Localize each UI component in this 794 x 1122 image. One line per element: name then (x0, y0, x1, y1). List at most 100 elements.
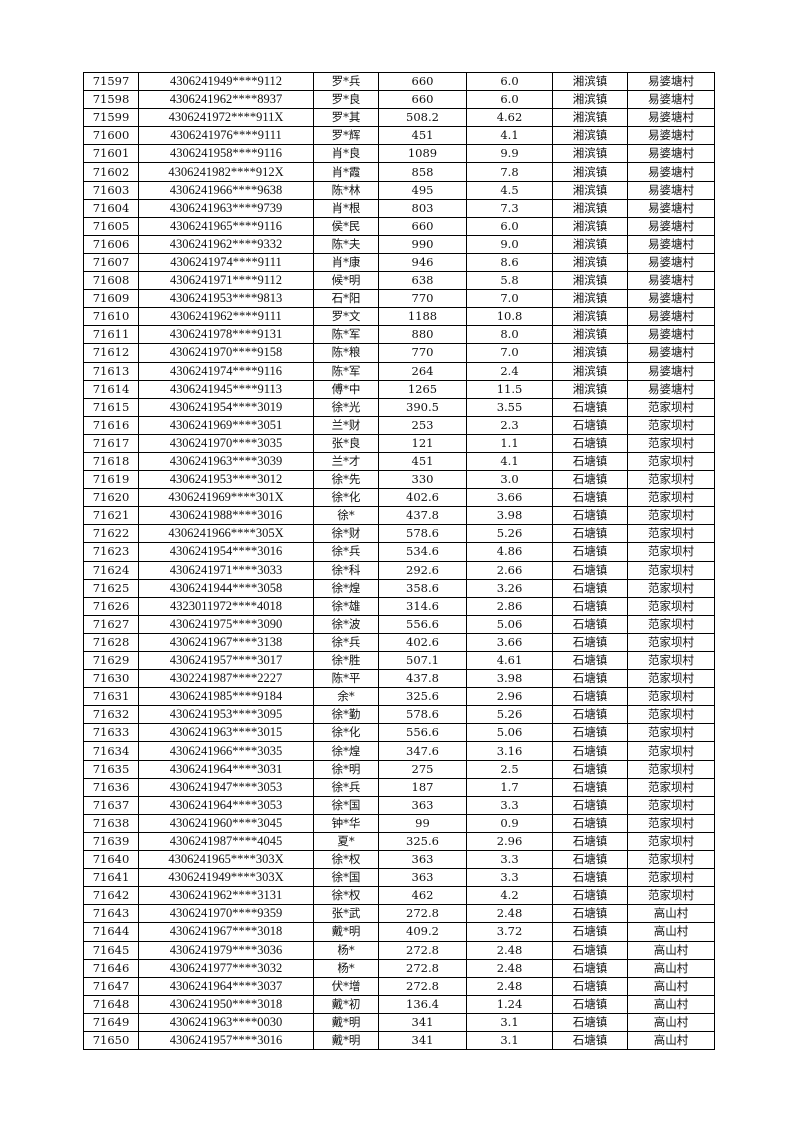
cell-town: 石塘镇 (552, 831, 628, 852)
cell-amount: 272.8 (378, 940, 467, 960)
cell-id-number: 4306241965****303X (138, 850, 314, 870)
cell-town: 石塘镇 (552, 524, 628, 544)
table-row: 71610 4306241962****9111 罗*文 1188 10.8 湘滨镇 易婆塘… (83, 307, 715, 327)
cell-id-number: 4306241965****9116 (138, 216, 314, 236)
cell-id-number: 4306241975****3090 (138, 614, 314, 634)
cell-town: 石塘镇 (552, 415, 628, 435)
cell-town: 石塘镇 (552, 433, 628, 453)
cell-village: 高山村 (627, 940, 715, 960)
cell-village: 范家坝村 (627, 488, 715, 508)
table-row: 71647 4306241964****3037 伏*增 272.8 2.48 石塘镇 高山… (83, 976, 715, 996)
cell-name: 傅*中 (313, 379, 379, 399)
table-row: 71634 4306241966****3035 徐*煌 347.6 3.16 石塘镇 范家… (83, 741, 715, 761)
cell-town: 湘滨镇 (552, 216, 628, 236)
cell-amount: 1265 (378, 379, 467, 399)
table-row: 71597 4306241949****9112 罗*兵 660 6.0 湘滨镇 易婆塘村 (83, 71, 715, 92)
cell-village: 范家坝村 (627, 397, 715, 417)
table-row: 71600 4306241976****9111 罗*辉 451 4.1 湘滨镇 易婆塘村 (83, 126, 715, 146)
cell-amount: 556.6 (378, 614, 467, 634)
cell-quantity: 2.48 (466, 976, 553, 996)
cell-amount: 390.5 (378, 397, 467, 417)
table-row: 71627 4306241975****3090 徐*波 556.6 5.06 石塘镇 范家… (83, 614, 715, 634)
cell-quantity: 2.4 (466, 361, 553, 381)
cell-serial-number: 71620 (83, 488, 139, 508)
cell-quantity: 7.8 (466, 162, 553, 182)
cell-serial-number: 71598 (83, 90, 139, 110)
cell-town: 石塘镇 (552, 994, 628, 1014)
table-row: 71633 4306241963****3015 徐*化 556.6 5.06 石塘镇 范家… (83, 723, 715, 743)
cell-amount: 508.2 (378, 108, 467, 128)
cell-serial-number: 71634 (83, 741, 139, 761)
cell-town: 湘滨镇 (552, 252, 628, 273)
cell-amount: 660 (378, 71, 467, 92)
cell-town: 石塘镇 (552, 976, 628, 996)
cell-town: 石塘镇 (552, 506, 628, 526)
cell-serial-number: 71611 (83, 325, 139, 345)
cell-quantity: 3.3 (466, 868, 553, 888)
table-row: 71611 4306241978****9131 陈*军 880 8.0 湘滨镇 易婆塘村 (83, 325, 715, 345)
cell-serial-number: 71600 (83, 126, 139, 146)
cell-village: 范家坝村 (627, 433, 715, 453)
cell-amount: 264 (378, 361, 467, 381)
cell-name: 罗*辉 (313, 126, 379, 146)
cell-amount: 451 (378, 451, 467, 472)
cell-quantity: 8.6 (466, 252, 553, 273)
cell-id-number: 4306241985****9184 (138, 687, 314, 707)
cell-id-number: 4306241970****9359 (138, 904, 314, 924)
table-row: 71630 4302241987****2227 陈*平 437.8 3.98 石塘镇 范家… (83, 669, 715, 689)
cell-id-number: 4306241964****3037 (138, 976, 314, 996)
cell-amount: 1089 (378, 144, 467, 164)
cell-id-number: 4306241949****9112 (138, 71, 314, 92)
cell-serial-number: 71623 (83, 542, 139, 562)
cell-id-number: 4306241957****3017 (138, 650, 314, 671)
cell-quantity: 11.5 (466, 379, 553, 399)
cell-id-number: 4306241945****9113 (138, 379, 314, 399)
cell-quantity: 8.0 (466, 325, 553, 345)
table-row: 71598 4306241962****8937 罗*良 660 6.0 湘滨镇 易婆塘村 (83, 90, 715, 110)
cell-village: 易婆塘村 (627, 162, 715, 182)
cell-village: 易婆塘村 (627, 234, 715, 254)
table-row: 71623 4306241954****3016 徐*兵 534.6 4.86 石塘镇 范家… (83, 542, 715, 562)
cell-town: 石塘镇 (552, 795, 628, 815)
cell-quantity: 6.0 (466, 71, 553, 92)
cell-quantity: 5.26 (466, 524, 553, 544)
cell-id-number: 4306241971****3033 (138, 560, 314, 580)
cell-id-number: 4306241964****3031 (138, 759, 314, 779)
cell-name: 徐*兵 (313, 777, 379, 797)
cell-serial-number: 71632 (83, 705, 139, 725)
cell-village: 易婆塘村 (627, 252, 715, 273)
cell-name: 伏*增 (313, 976, 379, 996)
cell-amount: 946 (378, 252, 467, 273)
cell-name: 杨* (313, 940, 379, 960)
cell-village: 范家坝村 (627, 542, 715, 562)
cell-name: 徐*明 (313, 759, 379, 779)
cell-name: 徐*波 (313, 614, 379, 634)
table-row: 71609 4306241953****9813 石*阳 770 7.0 湘滨镇 易婆塘村 (83, 289, 715, 309)
cell-id-number: 4302241987****2227 (138, 669, 314, 689)
cell-id-number: 4306241954****3016 (138, 542, 314, 562)
cell-town: 湘滨镇 (552, 379, 628, 399)
cell-village: 范家坝村 (627, 632, 715, 653)
cell-id-number: 4306241947****3053 (138, 777, 314, 797)
table-row: 71599 4306241972****911X 罗*其 508.2 4.62 湘滨镇 易婆… (83, 108, 715, 128)
cell-id-number: 4323011972****4018 (138, 596, 314, 616)
cell-town: 石塘镇 (552, 1030, 628, 1051)
cell-town: 湘滨镇 (552, 343, 628, 363)
cell-serial-number: 71610 (83, 307, 139, 327)
cell-amount: 451 (378, 126, 467, 146)
cell-name: 徐* (313, 506, 379, 526)
cell-id-number: 4306241954****3019 (138, 397, 314, 417)
cell-id-number: 4306241979****3036 (138, 940, 314, 960)
cell-name: 徐*勤 (313, 705, 379, 725)
cell-amount: 990 (378, 234, 467, 254)
table-row: 71641 4306241949****303X 徐*国 363 3.3 石塘镇 范家坝村 (83, 868, 715, 888)
cell-name: 肖*根 (313, 198, 379, 218)
table-row: 71644 4306241967****3018 戴*明 409.2 3.72 石塘镇 高山… (83, 922, 715, 942)
cell-amount: 253 (378, 415, 467, 435)
cell-name: 候*明 (313, 271, 379, 291)
cell-quantity: 2.96 (466, 831, 553, 852)
cell-village: 高山村 (627, 958, 715, 978)
cell-id-number: 4306241944****3058 (138, 578, 314, 598)
cell-town: 石塘镇 (552, 669, 628, 689)
cell-quantity: 0.9 (466, 813, 553, 833)
